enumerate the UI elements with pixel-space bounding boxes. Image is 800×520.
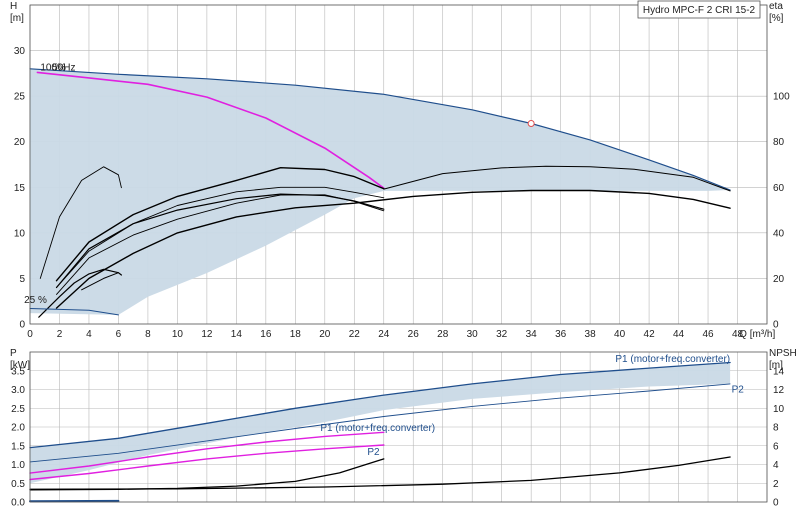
p2-label-max: P2 (732, 385, 745, 396)
bottom-ytick-right: 14 (773, 366, 785, 377)
top-curve-10 (81, 272, 119, 291)
top-curve-2 (55, 189, 731, 309)
annotation-25pct: 25 % (24, 295, 47, 306)
top-xtick: 22 (349, 329, 361, 340)
bottom-ylabel-left-unit: [kW] (10, 360, 30, 371)
top-xtick: 48 (732, 329, 744, 340)
top-xtick: 40 (614, 329, 626, 340)
top-curve-11 (29, 308, 119, 316)
top-xtick: 14 (231, 329, 243, 340)
chart-title: Hydro MPC-F 2 CRI 15-2 (643, 5, 756, 16)
top-ytick-right: 0 (773, 320, 779, 331)
title-box (637, 0, 761, 19)
top-curve-1 (29, 68, 731, 191)
bottom-ytick-right: 0 (773, 498, 779, 509)
top-xtick: 8 (145, 329, 151, 340)
top-ytick-left: 25 (14, 92, 26, 103)
bottom-ylabel-left: P (10, 348, 17, 359)
bottom-plot-frame (29, 351, 768, 503)
top-xtick: 38 (585, 329, 597, 340)
top-ytick-right: 60 (773, 183, 785, 194)
top-xtick: 10 (172, 329, 184, 340)
top-ytick-left: 10 (14, 228, 26, 239)
top-xtick: 0 (27, 329, 33, 340)
bottom-ytick-left: 1.0 (11, 460, 25, 471)
top-ytick-left: 0 (19, 320, 25, 331)
bottom-ytick-right: 2 (773, 479, 779, 490)
top-ylabel-left: H (10, 1, 17, 12)
top-xtick: 12 (201, 329, 213, 340)
bottom-curve-0 (29, 361, 731, 449)
top-ytick-left: 20 (14, 137, 26, 148)
top-ylabel-left-unit: [m] (10, 13, 24, 24)
bottom-ytick-left: 2.0 (11, 423, 25, 434)
bottom-ytick-right: 4 (773, 460, 779, 471)
bottom-ytick-right: 8 (773, 423, 779, 434)
top-ytick-right: 40 (773, 228, 785, 239)
top-xtick: 32 (496, 329, 508, 340)
top-plot-frame (29, 4, 768, 325)
top-xtick: 2 (57, 329, 63, 340)
top-xtick: 44 (673, 329, 685, 340)
top-ylabel-right-unit: [%] (769, 13, 784, 24)
bottom-ytick-right: 10 (773, 404, 785, 415)
bottom-curve-1 (29, 383, 731, 463)
top-xtick: 26 (408, 329, 420, 340)
top-curve-6 (56, 186, 385, 288)
bottom-ytick-left: 2.5 (11, 404, 25, 415)
top-curve-8 (39, 166, 122, 279)
top-curve-0 (36, 71, 385, 189)
bottom-ytick-left: 3.0 (11, 385, 25, 396)
bottom-curve-5 (29, 456, 731, 490)
top-curve-7 (55, 193, 385, 289)
top-xtick: 18 (290, 329, 302, 340)
bottom-ytick-left: 0.5 (11, 479, 25, 490)
top-xtick: 30 (467, 329, 479, 340)
duty-point-marker (527, 119, 535, 127)
p1-label-max: P1 (motor+freq.converter) (615, 354, 730, 365)
top-ytick-right: 80 (773, 137, 785, 148)
top-xtick: 20 (319, 329, 331, 340)
p2-label-mid: P2 (367, 447, 380, 458)
top-curve-3 (383, 165, 731, 192)
annotation-50hz: 50Hz (52, 63, 75, 74)
bottom-ytick-right: 12 (773, 385, 785, 396)
top-xtick: 24 (378, 329, 390, 340)
top-xtick: 4 (86, 329, 92, 340)
bottom-ytick-left: 0.0 (11, 498, 25, 509)
bottom-operating-envelope (30, 362, 731, 484)
top-ytick-right: 20 (773, 274, 785, 285)
bottom-ylabel-right-unit: [m] (769, 360, 783, 371)
top-xlabel: Q [m³/h] (739, 329, 775, 340)
bottom-ylabel-right: NPSH (769, 348, 797, 359)
top-ytick-left: 30 (14, 46, 26, 57)
bottom-ytick-left: 3.5 (11, 366, 25, 377)
top-ytick-right: 100 (773, 92, 790, 103)
top-xtick: 16 (260, 329, 272, 340)
bottom-ytick-right: 6 (773, 441, 779, 452)
top-curve-4 (55, 166, 385, 282)
top-xtick: 6 (116, 329, 122, 340)
bottom-ytick-left: 1.5 (11, 441, 25, 452)
top-xtick: 36 (555, 329, 567, 340)
top-xtick: 34 (526, 329, 538, 340)
annotation-100pct: 100% (40, 63, 66, 74)
top-xtick: 28 (437, 329, 449, 340)
top-ytick-left: 5 (19, 274, 25, 285)
top-ytick-left: 15 (14, 183, 26, 194)
bottom-curve-3 (29, 444, 385, 481)
top-xtick: 42 (644, 329, 656, 340)
p1-label-mid: P1 (motor+freq.converter) (320, 423, 435, 434)
top-ylabel-right: eta (769, 1, 783, 12)
top-xtick: 46 (702, 329, 714, 340)
bottom-curve-2 (29, 431, 385, 474)
